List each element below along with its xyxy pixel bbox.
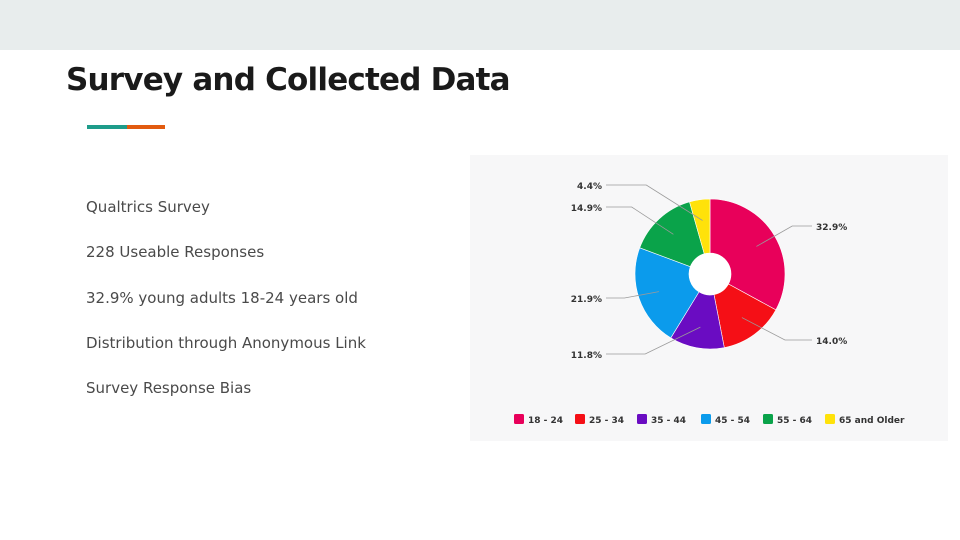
legend-label: 45 - 54 <box>715 416 750 426</box>
legend-swatch <box>514 414 524 424</box>
legend-swatch <box>825 414 835 424</box>
leader-line <box>741 317 812 341</box>
data-label: 14.9% <box>571 204 602 214</box>
legend-item: 65 and Older <box>825 414 905 426</box>
legend-label: 18 - 24 <box>528 416 563 426</box>
legend-item: 45 - 54 <box>701 414 750 426</box>
legend-item: 25 - 34 <box>575 414 624 426</box>
legend-item: 55 - 64 <box>763 414 812 426</box>
bullet-list: Qualtrics Survey 228 Useable Responses 3… <box>86 196 366 422</box>
bullet-item: Qualtrics Survey <box>86 198 210 216</box>
donut-hole <box>689 253 731 295</box>
leader-line <box>606 206 674 235</box>
data-label: 14.0% <box>816 337 847 347</box>
donut-chart: 32.9% 14.0% 11.8% 21.9% 14.9% 4.4% 18 - 24 25 … <box>514 182 905 426</box>
title-accent-teal <box>87 125 127 129</box>
leader-lines-layer <box>606 184 812 355</box>
legend-label: 35 - 44 <box>651 416 686 426</box>
legend-swatch <box>701 414 711 424</box>
legend-swatch <box>575 414 585 424</box>
legend-label: 25 - 34 <box>589 416 624 426</box>
top-band <box>0 0 960 50</box>
bullet-item: Survey Response Bias <box>86 379 252 398</box>
legend-swatch <box>763 414 773 424</box>
data-label: 21.9% <box>571 295 602 305</box>
legend-label: 65 and Older <box>839 416 905 426</box>
bullet-item: 32.9% young adults 18-24 years old <box>86 288 358 307</box>
slices-layer <box>634 198 786 350</box>
slide-title: Survey and Collected Data <box>66 62 511 98</box>
title-accent-orange <box>127 125 165 129</box>
legend-item: 18 - 24 <box>514 414 563 426</box>
leader-line <box>606 326 701 355</box>
legend-swatch <box>637 414 647 424</box>
data-labels-layer: 32.9% 14.0% 11.8% 21.9% 14.9% 4.4% <box>571 182 847 361</box>
data-label: 32.9% <box>816 223 847 233</box>
chart-panel: 32.9% 14.0% 11.8% 21.9% 14.9% 4.4% 18 - 24 25 … <box>470 155 948 441</box>
bullet-item: Distribution through Anonymous Link <box>86 333 366 352</box>
legend-label: 55 - 64 <box>777 416 812 426</box>
bullet-item: 228 Useable Responses <box>86 243 265 262</box>
legend: 18 - 24 25 - 34 35 - 44 45 - 54 55 - 64 65 an… <box>514 414 905 426</box>
data-label: 11.8% <box>571 351 602 361</box>
legend-item: 35 - 44 <box>637 414 686 426</box>
leader-line <box>606 184 703 221</box>
leader-line <box>756 225 812 247</box>
leader-line <box>606 291 660 299</box>
data-label: 4.4% <box>577 182 602 192</box>
